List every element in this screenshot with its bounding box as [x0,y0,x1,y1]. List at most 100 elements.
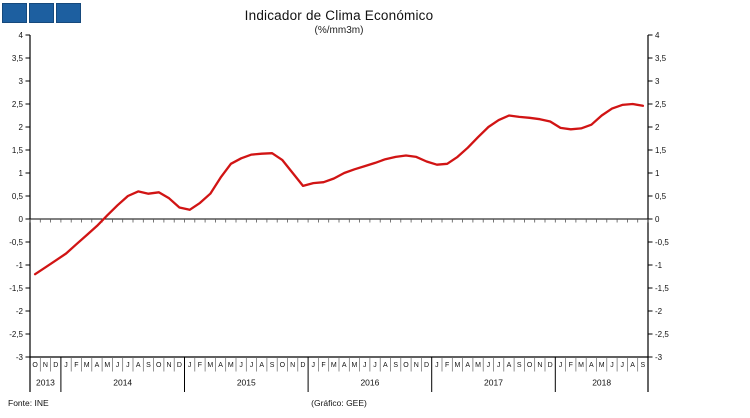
svg-text:J: J [435,362,439,369]
svg-text:A: A [342,362,347,369]
svg-text:3,5: 3,5 [655,54,667,63]
svg-text:D: D [548,362,553,369]
svg-text:M: M [475,362,481,369]
svg-text:0: 0 [655,215,660,224]
svg-text:S: S [393,362,398,369]
svg-text:F: F [445,362,449,369]
svg-text:N: N [537,362,542,369]
logo-square [29,3,54,23]
svg-text:A: A [630,362,635,369]
logo-square [2,3,27,23]
svg-text:O: O [527,362,533,369]
svg-text:O: O [403,362,409,369]
svg-text:M: M [599,362,605,369]
svg-text:2015: 2015 [237,378,256,388]
svg-text:N: N [167,362,172,369]
svg-text:-0,5: -0,5 [655,238,669,247]
svg-text:A: A [259,362,264,369]
svg-text:A: A [589,362,594,369]
svg-text:A: A [95,362,100,369]
svg-text:F: F [569,362,573,369]
svg-text:D: D [300,362,305,369]
svg-text:2016: 2016 [360,378,379,388]
svg-text:J: J [116,362,120,369]
svg-text:3: 3 [19,77,24,86]
svg-text:D: D [424,362,429,369]
svg-text:2,5: 2,5 [655,100,667,109]
svg-text:2: 2 [19,123,24,132]
svg-text:J: J [373,362,377,369]
chart-title: Indicador de Clima Económico [244,8,434,23]
svg-text:0,5: 0,5 [12,192,24,201]
svg-text:1,5: 1,5 [12,146,24,155]
svg-text:4: 4 [19,31,24,40]
svg-text:M: M [352,362,358,369]
svg-text:S: S [146,362,151,369]
svg-text:-1: -1 [655,261,663,270]
logo-squares [2,3,81,23]
svg-text:-3: -3 [16,353,24,362]
svg-text:2018: 2018 [592,378,611,388]
svg-text:N: N [414,362,419,369]
svg-text:A: A [136,362,141,369]
svg-text:-1,5: -1,5 [655,284,669,293]
svg-text:J: J [250,362,254,369]
svg-text:M: M [331,362,337,369]
source-label: Fonte: INE [8,398,49,408]
svg-text:F: F [198,362,202,369]
svg-text:-2: -2 [655,307,663,316]
svg-text:N: N [290,362,295,369]
chart-subtitle: (%/mm3m) [314,25,364,36]
svg-text:M: M [228,362,234,369]
svg-text:-1,5: -1,5 [9,284,23,293]
svg-text:M: M [104,362,110,369]
svg-text:J: J [621,362,625,369]
svg-text:S: S [517,362,522,369]
svg-text:2,5: 2,5 [12,100,24,109]
svg-text:S: S [641,362,646,369]
svg-text:O: O [32,362,38,369]
svg-text:A: A [383,362,388,369]
credit-label: (Gráfico: GEE) [311,398,367,408]
svg-text:S: S [270,362,275,369]
svg-text:2014: 2014 [113,378,132,388]
svg-text:J: J [559,362,563,369]
svg-text:2: 2 [655,123,660,132]
svg-text:J: J [126,362,130,369]
svg-text:M: M [578,362,584,369]
svg-text:-2,5: -2,5 [9,330,23,339]
svg-text:M: M [455,362,461,369]
svg-text:J: J [487,362,491,369]
svg-text:-2,5: -2,5 [655,330,669,339]
logo-square [56,3,81,23]
svg-text:N: N [43,362,48,369]
svg-text:F: F [321,362,325,369]
svg-text:J: J [610,362,614,369]
svg-text:2013: 2013 [36,378,55,388]
svg-text:J: J [497,362,501,369]
svg-text:A: A [507,362,512,369]
svg-text:O: O [156,362,162,369]
svg-text:A: A [465,362,470,369]
svg-text:M: M [84,362,90,369]
svg-text:J: J [239,362,243,369]
svg-text:F: F [74,362,78,369]
svg-text:2017: 2017 [484,378,503,388]
svg-text:A: A [218,362,223,369]
svg-text:D: D [177,362,182,369]
svg-text:O: O [280,362,286,369]
svg-text:J: J [363,362,367,369]
series-line [33,102,645,276]
svg-text:0: 0 [19,215,24,224]
svg-text:M: M [207,362,213,369]
svg-text:-2: -2 [16,307,24,316]
svg-text:D: D [53,362,58,369]
svg-text:3,5: 3,5 [12,54,24,63]
svg-text:-3: -3 [655,353,663,362]
svg-text:1: 1 [655,169,660,178]
svg-text:3: 3 [655,77,660,86]
svg-text:J: J [312,362,316,369]
svg-text:1: 1 [19,169,24,178]
